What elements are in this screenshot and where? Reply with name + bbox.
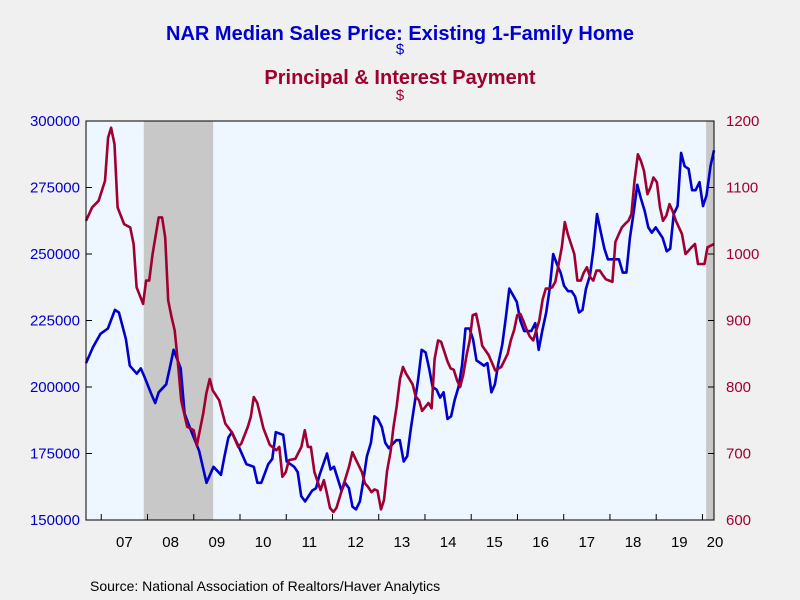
right-tick-label: 900 — [726, 313, 751, 330]
right-tick-label: 1100 — [726, 180, 758, 197]
left-axis: 150000 175000 200000 225000 250000 275000 3000… — [30, 113, 92, 529]
x-tick-label: 08 — [162, 534, 179, 551]
left-tick-label: 175000 — [30, 446, 80, 463]
left-tick-label: 200000 — [30, 379, 80, 396]
series-left-line — [84, 150, 716, 511]
series-layer — [84, 126, 716, 514]
chart-title-unit: $ — [396, 41, 405, 58]
chart-title: NAR Median Sales Price: Existing 1-Famil… — [166, 23, 634, 45]
x-tick-label: 12 — [347, 534, 364, 551]
left-tick-label: 300000 — [30, 113, 80, 130]
left-tick-label: 250000 — [30, 246, 80, 263]
right-tick-label: 700 — [726, 446, 751, 463]
chart-subtitle: Principal & Interest Payment — [264, 67, 536, 89]
chart-subtitle-unit: $ — [396, 87, 405, 104]
x-tick-label: 10 — [255, 534, 272, 551]
recession-band-1 — [143, 121, 214, 520]
right-tick-label: 1200 — [726, 113, 759, 130]
right-tick-label: 800 — [726, 379, 751, 396]
x-tick-label: 09 — [209, 534, 226, 551]
right-axis: 600 700 800 900 1000 1100 1200 — [708, 113, 759, 529]
x-tick-label: 14 — [440, 534, 457, 551]
x-tick-label: 07 — [116, 534, 133, 551]
x-tick-label: 20 — [707, 534, 724, 551]
x-tick-label: 19 — [671, 534, 688, 551]
source-note: Source: National Association of Realtors… — [90, 578, 440, 594]
x-axis: 07 08 09 10 11 12 13 14 15 16 17 18 19 20 — [100, 514, 724, 551]
x-tick-label: 18 — [625, 534, 642, 551]
x-tick-label: 11 — [302, 534, 318, 551]
left-tick-label: 150000 — [30, 512, 80, 529]
x-tick-label: 17 — [578, 534, 595, 551]
right-tick-label: 1000 — [726, 246, 759, 263]
x-tick-label: 16 — [532, 534, 549, 551]
x-tick-label: 13 — [394, 534, 411, 551]
series-right-line — [84, 126, 715, 514]
right-tick-label: 600 — [726, 512, 751, 529]
left-tick-label: 225000 — [30, 313, 80, 330]
x-tick-label: 15 — [486, 534, 503, 551]
left-tick-label: 275000 — [30, 180, 80, 197]
